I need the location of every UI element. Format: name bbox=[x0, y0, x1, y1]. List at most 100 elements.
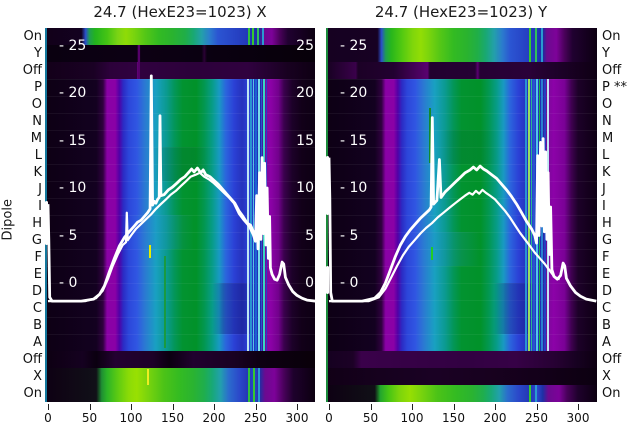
heatmap-stripe bbox=[262, 28, 264, 45]
row-label-on: On bbox=[23, 386, 42, 401]
curve-profile-lower bbox=[329, 188, 561, 303]
row-label-j: J bbox=[602, 182, 606, 197]
x-axis-left: 0 50 100 150 200 250 300 bbox=[44, 402, 315, 428]
row-label-d: D bbox=[602, 284, 613, 299]
row-label-b: B bbox=[33, 318, 42, 333]
heatmap-stripe bbox=[525, 79, 527, 351]
heatmap-row-x-row bbox=[326, 368, 597, 385]
heatmap-stripe bbox=[529, 28, 531, 62]
row-label-f: F bbox=[602, 250, 610, 265]
row-label-off: Off bbox=[602, 63, 622, 78]
row-label-g: G bbox=[602, 233, 613, 248]
overlay-tick-left: - 10 bbox=[59, 180, 87, 196]
x-tick bbox=[329, 404, 331, 410]
x-tick-label: 0 bbox=[44, 411, 52, 425]
row-label-k: K bbox=[602, 165, 611, 180]
overlay-tick-left: - 10 bbox=[340, 180, 368, 196]
heatmap-stripe bbox=[248, 28, 250, 45]
curve-profile-upper bbox=[46, 74, 315, 303]
heatmap-stripe bbox=[530, 79, 532, 351]
x-tick-label: 50 bbox=[81, 411, 98, 425]
overlay-tick-right: 0 bbox=[305, 275, 314, 291]
x-tick bbox=[536, 404, 538, 410]
heatmap-stripe bbox=[429, 108, 431, 163]
row-label-d: D bbox=[31, 284, 42, 299]
row-label-h: H bbox=[602, 216, 612, 231]
row-label-a: A bbox=[602, 335, 611, 350]
row-label-i: I bbox=[38, 199, 42, 214]
x-tick-label: 0 bbox=[325, 411, 333, 425]
row-label-h: H bbox=[32, 216, 42, 231]
heatmap-overlay bbox=[45, 283, 315, 334]
x-tick bbox=[131, 404, 133, 410]
x-tick-label: 300 bbox=[566, 411, 590, 425]
x-tick-label: 100 bbox=[119, 411, 143, 425]
heatmap-row-x-on-bottom bbox=[45, 368, 315, 402]
heatmap-overlay bbox=[326, 130, 597, 164]
x-tick bbox=[412, 404, 414, 410]
row-label-k: K bbox=[33, 165, 42, 180]
heatmap-row-main bbox=[45, 79, 315, 351]
row-label-y: Y bbox=[34, 46, 42, 61]
heatmap-stripe bbox=[138, 45, 140, 79]
profile-curves bbox=[327, 116, 597, 303]
x-tick-label: 100 bbox=[400, 411, 424, 425]
x-tick bbox=[495, 404, 497, 410]
curve-profile-upper bbox=[327, 116, 597, 303]
row-label-c: C bbox=[32, 301, 42, 316]
x-tick bbox=[370, 404, 372, 410]
x-tick bbox=[172, 404, 174, 410]
overlay-tick-left: - 15 bbox=[340, 132, 368, 149]
heatmap-stripe bbox=[535, 28, 537, 62]
heatmap-panel-y: - 25 - 20 - 15 - 10 - 5 - 0 bbox=[326, 28, 597, 402]
heatmap-stripe bbox=[164, 256, 166, 348]
curve-profile-lower bbox=[48, 171, 257, 303]
heatmap-row-on-y-top bbox=[326, 28, 597, 62]
row-label-c: C bbox=[602, 301, 612, 316]
x-tick-label: 300 bbox=[285, 411, 309, 425]
overlay-tick-left: - 5 bbox=[340, 227, 359, 244]
row-label-i: I bbox=[602, 199, 606, 214]
curve-edge-smear bbox=[326, 155, 329, 215]
overlay-tick-left: - 0 bbox=[59, 275, 78, 291]
heatmap-stripe bbox=[250, 79, 252, 351]
heatmap-panel-x: - 25 25 - 20 20 - 15 15 - 10 10 - 5 5 - 0 0 bbox=[45, 28, 315, 402]
heatmap-row-on-top bbox=[45, 28, 315, 45]
overlay-tick-left: - 20 bbox=[59, 85, 87, 101]
profile-curves bbox=[46, 74, 315, 303]
row-label-on: On bbox=[602, 29, 621, 44]
row-label-b: B bbox=[602, 318, 611, 333]
row-label-x: X bbox=[33, 369, 42, 384]
heatmap-stripe bbox=[248, 368, 250, 402]
row-label-l: L bbox=[34, 148, 42, 163]
overlay-tick-right: 15 bbox=[296, 132, 314, 149]
heatmap-overlay bbox=[45, 147, 315, 181]
row-label-n: N bbox=[602, 114, 612, 129]
row-label-n: N bbox=[32, 114, 42, 129]
heatmap-stripe bbox=[541, 28, 543, 62]
row-label-on: On bbox=[23, 29, 42, 44]
overlay-tick-left: - 0 bbox=[340, 275, 359, 291]
overlay-tick-left: - 5 bbox=[59, 227, 78, 244]
row-label-a: A bbox=[33, 335, 42, 350]
curve-edge-smear bbox=[326, 265, 329, 295]
row-labels-left: On Y Off P O N M L K J I H G F E D C B A Off X On bbox=[2, 28, 42, 402]
heatmap-stripe bbox=[149, 245, 151, 258]
overlay-tick-right: 5 bbox=[305, 227, 314, 244]
heatmap-stripe bbox=[257, 28, 259, 45]
row-label-m: M bbox=[30, 131, 42, 146]
x-tick-label: 250 bbox=[525, 411, 548, 425]
heatmap-stripe bbox=[258, 368, 260, 402]
row-label-f: F bbox=[34, 250, 42, 265]
row-label-off: Off bbox=[602, 352, 622, 367]
x-tick-label: 150 bbox=[161, 411, 184, 425]
heatmap-stripe bbox=[247, 79, 249, 351]
row-label-e: E bbox=[33, 267, 42, 282]
x-tick bbox=[578, 404, 580, 410]
row-label-on: On bbox=[602, 386, 621, 401]
heatmap-overlay bbox=[326, 283, 597, 334]
row-label-p: P ** bbox=[602, 80, 627, 95]
row-label-l: L bbox=[602, 148, 610, 163]
overlay-tick-left: - 25 bbox=[59, 37, 87, 54]
